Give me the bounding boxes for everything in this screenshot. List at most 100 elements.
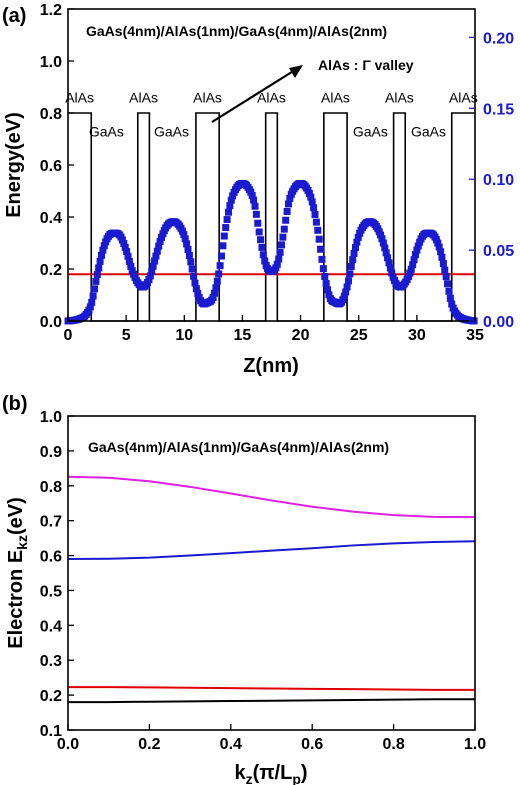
y-tick-label: 0.9 [40,444,62,461]
density-marker [340,292,348,300]
density-marker [445,287,453,295]
density-marker [409,261,417,269]
x-ticks-b: 0.0 0.2 0.4 0.6 0.8 1.0 [57,724,486,753]
density-marker [444,280,452,288]
density-marker [145,276,153,284]
density-marker [190,272,198,280]
density-marker [273,260,281,268]
density-marker [346,270,354,278]
y-tick-label: 0.2 [40,688,62,705]
x-tick-label: 0.2 [138,736,160,753]
density-marker [386,264,394,272]
arrow-pointer [211,65,303,123]
density-marker [325,291,333,299]
density-marker [89,292,97,300]
density-marker [319,265,327,273]
density-marker [439,260,447,268]
band-line-3 [68,686,475,691]
density-marker [259,251,267,259]
density-marker [388,269,396,277]
density-marker [407,265,415,273]
y2-tick-label: 0.20 [483,30,514,47]
density-marker [254,219,262,227]
density-marker [187,258,195,266]
density-marker [192,285,200,293]
density-marker [209,293,217,301]
panel-b-label: (b) [2,393,28,415]
density-marker [91,285,99,293]
x-tick-label: 0.8 [382,736,404,753]
density-marker [124,252,132,260]
y-tick-label: 0.8 [40,479,62,496]
region-label: AlAs [321,90,350,106]
y-tick-label: 0.5 [40,583,62,600]
y-tick-label: 0.2 [40,262,62,279]
y-tick-label: 0.3 [40,653,62,670]
density-marker [100,242,108,250]
density-marker [222,224,230,232]
probability-density-series [64,179,478,325]
density-marker [183,240,191,248]
x-ticks-a: 0 5 10 15 20 25 30 35 [64,315,484,344]
y-tick-label: 0.6 [40,549,62,566]
region-label: AlAs [449,90,478,106]
density-marker [350,250,358,258]
density-marker [191,279,199,287]
density-marker [305,189,313,197]
density-marker [128,267,136,275]
density-marker [314,226,322,234]
density-marker [255,228,263,236]
density-marker [219,242,227,250]
region-labels: AlAs GaAs AlAs GaAs AlAs AlAs AlAs GaAs AlAs GaAs… [65,90,478,140]
density-marker [353,238,361,246]
x-tick-label: 15 [234,327,252,344]
band-line-2 [67,540,476,561]
density-marker [286,194,294,202]
x-tick-label: 0 [64,327,73,344]
density-marker [414,242,422,250]
density-marker [441,266,449,274]
density-marker [96,257,104,265]
density-marker [125,257,133,265]
density-marker [188,265,196,273]
x-tick-label: 35 [466,327,484,344]
series-lines [64,179,478,325]
density-marker [282,216,290,224]
density-marker [184,246,192,254]
density-marker [155,242,163,250]
density-marker [118,236,126,244]
y2-tick-label: 0.15 [483,101,514,118]
density-marker [284,200,292,208]
density-marker [344,277,352,285]
density-marker [381,244,389,252]
density-marker [213,277,221,285]
density-marker [226,202,234,210]
density-marker [121,243,129,251]
region-label: AlAs [385,90,414,106]
structure-annotation-a: GaAs(4nm)/AlAs(1nm)/GaAs(4nm)/AlAs(2nm) [86,23,387,39]
region-label: GaAs [353,123,388,139]
region-label: AlAs [193,90,222,106]
structure-annotation-b: GaAs(4nm)/AlAs(1nm)/GaAs(4nm)/AlAs(2nm) [88,439,389,455]
density-marker [88,298,96,306]
y-axis-label-a: Energy(eV) [3,112,25,218]
density-marker [227,196,235,204]
density-marker [378,235,386,243]
density-marker [146,272,154,280]
panel-b: (b) 0.0 0.2 0.4 0.6 0.8 1.0 0.10.20.30.40.50.… [2,393,486,785]
region-label: AlAs [257,90,286,106]
density-marker [354,233,362,241]
density-marker [276,248,284,256]
density-marker [217,252,225,260]
y-ticks-a: 0.0 0.2 0.4 0.6 0.8 1.0 1.2 [40,2,74,331]
density-marker [251,202,259,210]
x-tick-label: 10 [175,327,193,344]
density-marker [322,280,330,288]
density-marker [283,207,291,215]
density-marker [435,243,443,251]
y-tick-label: 0.1 [40,723,62,740]
density-marker [308,198,316,206]
density-marker [86,303,94,311]
density-marker [437,248,445,256]
